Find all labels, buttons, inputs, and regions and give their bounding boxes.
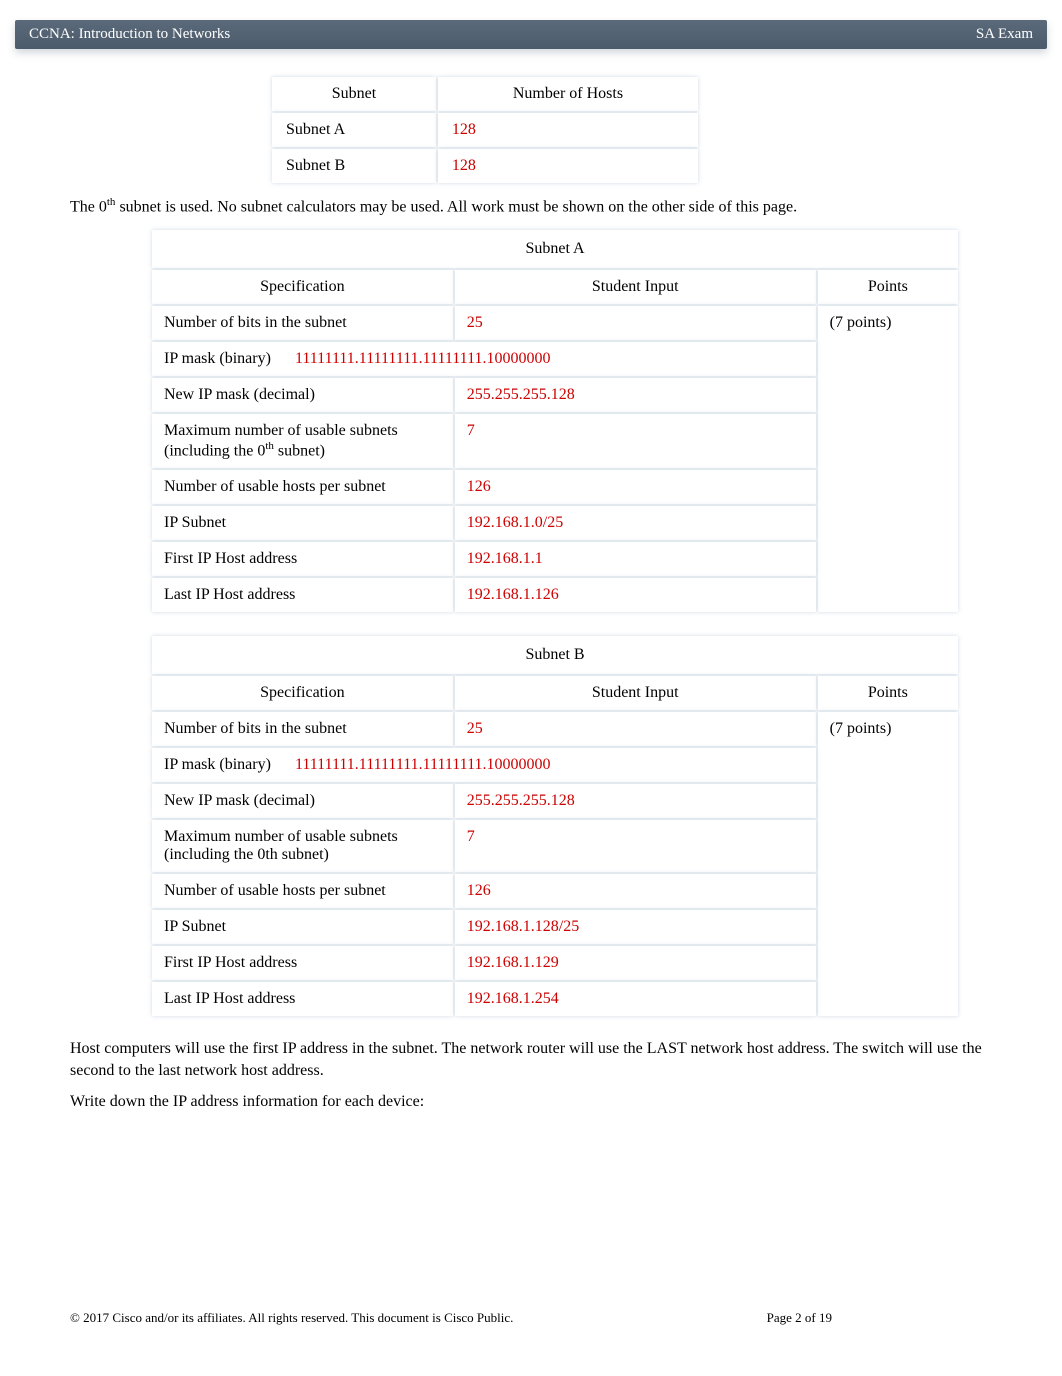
table-row: Number of bits in the subnet 25 (7 point… <box>152 712 958 746</box>
table-title: Subnet A <box>152 230 958 268</box>
table-header-row: Specification Student Input Points <box>152 676 958 710</box>
label: IP mask (binary) <box>164 350 271 367</box>
table-title: Subnet B <box>152 636 958 674</box>
col-points: Points <box>818 676 958 710</box>
cell-hosts: 128 <box>438 113 698 147</box>
val-max-subnets: 7 <box>455 414 816 468</box>
points-cell: (7 points) <box>818 306 958 612</box>
val-bits: 25 <box>455 306 816 340</box>
val-max-subnets: 7 <box>455 820 816 872</box>
spec-bits: Number of bits in the subnet <box>152 306 453 340</box>
table-row: Subnet B 128 <box>272 149 698 183</box>
cell-subnet: Subnet A <box>272 113 436 147</box>
table-row: Number of bits in the subnet 25 (7 point… <box>152 306 958 340</box>
page-header: CCNA: Introduction to Networks SA Exam <box>15 20 1047 49</box>
val-bits: 25 <box>455 712 816 746</box>
write-down-instruction: Write down the IP address information fo… <box>70 1091 992 1113</box>
text: subnet) <box>274 442 325 459</box>
col-points: Points <box>818 270 958 304</box>
val-mask-decimal: 255.255.255.128 <box>455 784 816 818</box>
footer-page: Page 2 of 19 <box>767 1310 992 1326</box>
subnet-a-table-wrap: Subnet A Specification Student Input Poi… <box>150 228 992 614</box>
spec-bits: Number of bits in the subnet <box>152 712 453 746</box>
cell-hosts: 128 <box>438 149 698 183</box>
col-spec: Specification <box>152 676 453 710</box>
val-ip-subnet: 192.168.1.0/25 <box>455 506 816 540</box>
subnet-b-table-wrap: Subnet B Specification Student Input Poi… <box>150 634 992 1018</box>
host-instructions: Host computers will use the first IP add… <box>70 1038 992 1081</box>
hosts-table: Subnet Number of Hosts Subnet A 128 Subn… <box>270 75 700 185</box>
col-input: Student Input <box>455 270 816 304</box>
subnet-b-table: Subnet B Specification Student Input Poi… <box>150 634 960 1018</box>
superscript: th <box>265 440 274 452</box>
val-last-ip: 192.168.1.254 <box>455 982 816 1016</box>
spec-mask-decimal: New IP mask (decimal) <box>152 378 453 412</box>
label: IP mask (binary) <box>164 756 271 773</box>
table-title-row: Subnet A <box>152 230 958 268</box>
table-title-row: Subnet B <box>152 636 958 674</box>
instructions-paragraph: The 0th subnet is used. No subnet calcul… <box>70 195 992 218</box>
hosts-table-wrap: Subnet Number of Hosts Subnet A 128 Subn… <box>270 75 992 185</box>
val-usable-hosts: 126 <box>455 874 816 908</box>
spec-last-ip: Last IP Host address <box>152 982 453 1016</box>
spec-mask-binary: IP mask (binary) 11111111.11111111.11111… <box>152 342 816 376</box>
spec-ip-subnet: IP Subnet <box>152 910 453 944</box>
val-ip-subnet: 192.168.1.128/25 <box>455 910 816 944</box>
val-first-ip: 192.168.1.129 <box>455 946 816 980</box>
subnet-a-table: Subnet A Specification Student Input Poi… <box>150 228 960 614</box>
page: CCNA: Introduction to Networks SA Exam S… <box>0 0 1062 1376</box>
header-left: CCNA: Introduction to Networks <box>29 26 230 43</box>
val-mask-decimal: 255.255.255.128 <box>455 378 816 412</box>
val-last-ip: 192.168.1.126 <box>455 578 816 612</box>
footer-copyright: © 2017 Cisco and/or its affiliates. All … <box>70 1310 513 1326</box>
val-usable-hosts: 126 <box>455 470 816 504</box>
page-content: Subnet Number of Hosts Subnet A 128 Subn… <box>70 55 992 1113</box>
spec-mask-binary: IP mask (binary) 11111111.11111111.11111… <box>152 748 816 782</box>
text: subnet is used. No subnet calculators ma… <box>115 198 797 215</box>
col-spec: Specification <box>152 270 453 304</box>
spec-max-subnets: Maximum number of usable subnets (includ… <box>152 820 453 872</box>
page-footer: © 2017 Cisco and/or its affiliates. All … <box>70 1310 992 1326</box>
spec-first-ip: First IP Host address <box>152 946 453 980</box>
header-right: SA Exam <box>976 26 1033 43</box>
value: 11111111.11111111.11111111.10000000 <box>295 350 551 367</box>
spec-max-subnets: Maximum number of usable subnets (includ… <box>152 414 453 468</box>
table-header-row: Subnet Number of Hosts <box>272 77 698 111</box>
table-header-row: Specification Student Input Points <box>152 270 958 304</box>
spec-mask-decimal: New IP mask (decimal) <box>152 784 453 818</box>
val-first-ip: 192.168.1.1 <box>455 542 816 576</box>
col-hosts: Number of Hosts <box>438 77 698 111</box>
col-subnet: Subnet <box>272 77 436 111</box>
table-row: Subnet A 128 <box>272 113 698 147</box>
page-prefix: Page <box>767 1310 796 1325</box>
spec-last-ip: Last IP Host address <box>152 578 453 612</box>
points-cell: (7 points) <box>818 712 958 1016</box>
page-of: of 19 <box>802 1310 832 1325</box>
cell-subnet: Subnet B <box>272 149 436 183</box>
spec-usable-hosts: Number of usable hosts per subnet <box>152 470 453 504</box>
spec-ip-subnet: IP Subnet <box>152 506 453 540</box>
spec-usable-hosts: Number of usable hosts per subnet <box>152 874 453 908</box>
value: 11111111.11111111.11111111.10000000 <box>295 756 551 773</box>
text: The 0 <box>70 198 107 215</box>
spec-first-ip: First IP Host address <box>152 542 453 576</box>
col-input: Student Input <box>455 676 816 710</box>
